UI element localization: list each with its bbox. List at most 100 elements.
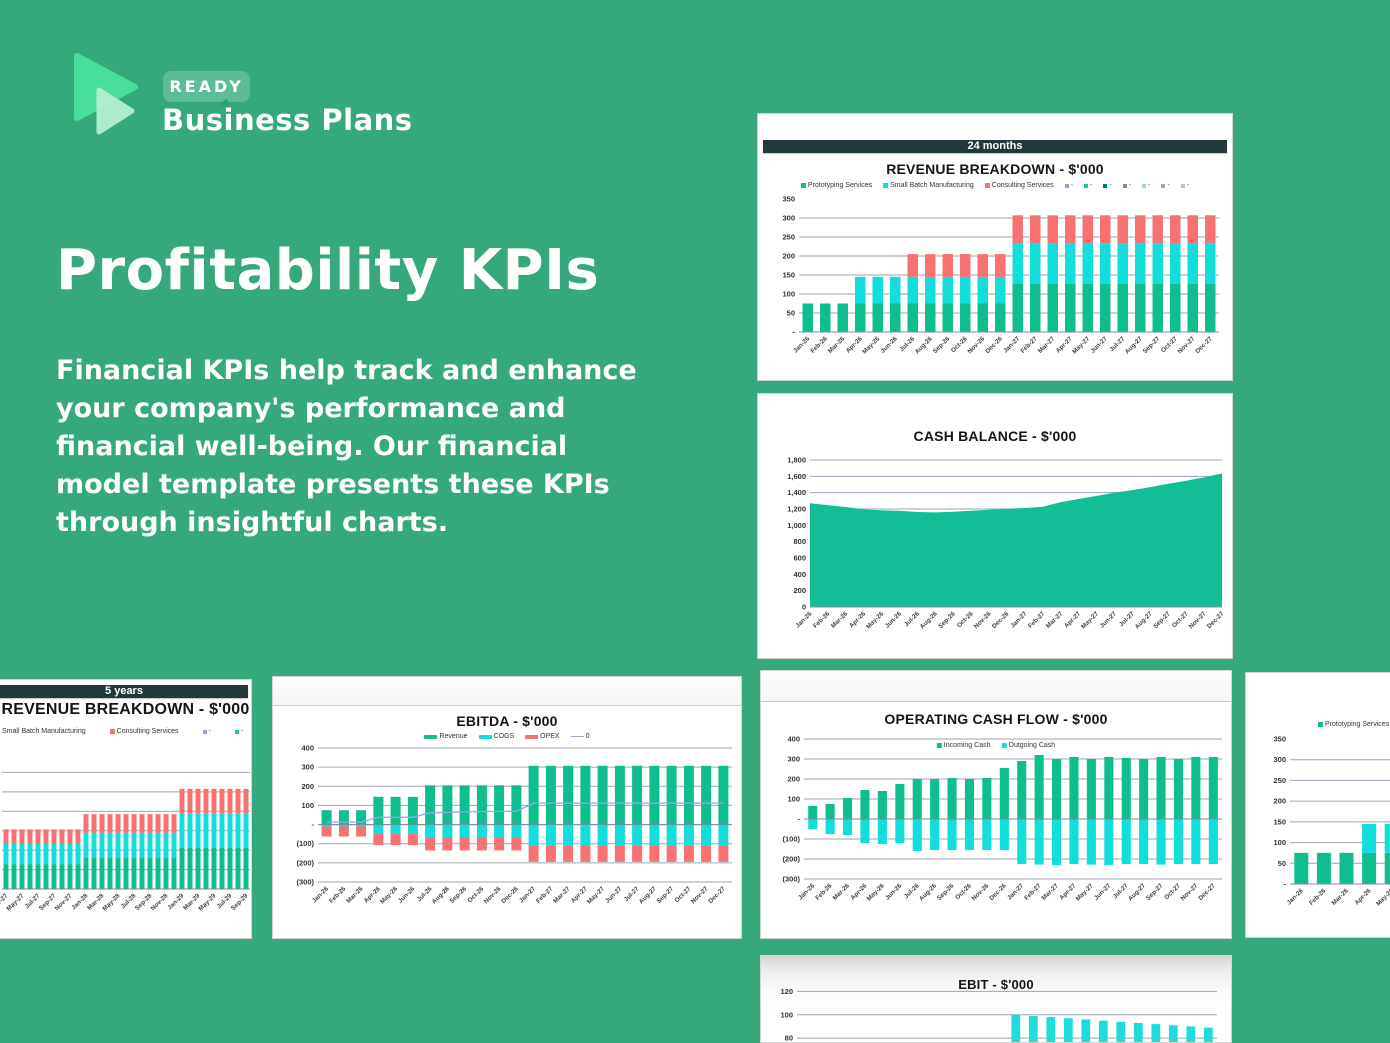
svg-text:Sep-27: Sep-27 [1142, 335, 1162, 355]
svg-text:May-26: May-26 [861, 335, 881, 355]
period-tag-5-years: 5 years [0, 685, 248, 698]
svg-text:1,600: 1,600 [787, 472, 806, 481]
svg-text:Jun-27: Jun-27 [604, 885, 624, 905]
period-tag-24-months: 24 months [763, 140, 1227, 153]
chart-title-revenue-5y: REVENUE BREAKDOWN - $'000 [1, 701, 250, 718]
card-top-strip [761, 671, 1231, 702]
svg-text:(100): (100) [296, 839, 314, 848]
legend-stub-item: - [1084, 182, 1092, 189]
svg-text:1,400: 1,400 [787, 488, 806, 497]
ebit-chart: 120 100 80 [780, 987, 1217, 1043]
svg-text:Nov-26: Nov-26 [973, 610, 993, 630]
svg-text:250: 250 [782, 233, 795, 242]
legend-item: Prototyping Services [1318, 721, 1389, 728]
svg-text:Dec-26: Dec-26 [991, 610, 1011, 630]
svg-text:Sep-26: Sep-26 [448, 885, 468, 905]
legend-ocf: Incoming Cash Outgoing Cash [928, 741, 1064, 750]
svg-text:Dec-27: Dec-27 [1197, 882, 1217, 902]
chart-title-cash-balance: CASH BALANCE - $'000 [913, 428, 1077, 444]
revenue-breakdown-5y-card: 5 years REVENUE BREAKDOWN - $'000 Small … [0, 679, 252, 939]
svg-text:Dec-26: Dec-26 [988, 882, 1008, 902]
svg-text:Jan-26: Jan-26 [792, 335, 811, 354]
legend-revenue-24m: Prototyping Services Small Batch Manufact… [758, 182, 1232, 189]
svg-text:Feb-27: Feb-27 [1019, 335, 1039, 355]
svg-text:May-27: May-27 [1075, 882, 1095, 902]
svg-text:250: 250 [1273, 776, 1286, 785]
legend-item: OPEX [525, 733, 560, 740]
svg-text:Mar-27: Mar-27 [1041, 882, 1061, 902]
svg-text:Mar-26: Mar-26 [827, 335, 847, 355]
svg-text:1,200: 1,200 [787, 505, 806, 514]
svg-text:Feb-27: Feb-27 [1027, 610, 1047, 630]
svg-text:Jun-26: Jun-26 [884, 882, 904, 902]
svg-text:Sep-27: Sep-27 [655, 885, 675, 905]
legend-stub-item: - [1142, 182, 1150, 189]
svg-text:Dec-27: Dec-27 [707, 885, 727, 905]
svg-text:Jan-26: Jan-26 [794, 610, 813, 629]
svg-text:Nov-27: Nov-27 [1180, 882, 1200, 902]
legend-item: Revenue [424, 733, 468, 740]
svg-text:Mar-27: Mar-27 [1037, 335, 1057, 355]
legend-stub-item: - [202, 728, 211, 735]
svg-text:300: 300 [301, 763, 314, 772]
svg-text:Jun-26: Jun-26 [879, 335, 899, 355]
svg-text:May-27: May-27 [586, 885, 606, 905]
svg-text:Feb-26: Feb-26 [812, 610, 832, 630]
svg-text:Jan-27: Jan-27 [518, 885, 537, 904]
svg-text:Jun-27: Jun-27 [1099, 610, 1119, 630]
cash-balance-card: CASH BALANCE - $'000 1,800 1,600 1,400 1,20… [757, 393, 1233, 659]
svg-text:Oct-26: Oct-26 [956, 610, 975, 629]
svg-text:Nov-26: Nov-26 [966, 335, 986, 355]
svg-text:Feb-27: Feb-27 [1023, 882, 1043, 902]
svg-text:Feb-26: Feb-26 [328, 885, 348, 905]
brand-dot-triangle-icon [219, 98, 229, 108]
legend-item: COGS [478, 733, 514, 740]
svg-text:Mar-26: Mar-26 [1331, 887, 1351, 907]
legend-revenue-right: Prototyping Services [1246, 721, 1390, 728]
svg-text:400: 400 [793, 570, 806, 579]
card-top-strip [273, 677, 741, 706]
legend-stub-item: - [1064, 182, 1073, 189]
legend-stub-item: - [1161, 182, 1170, 189]
svg-text:Oct-27: Oct-27 [1171, 610, 1190, 629]
legend-item: Incoming Cash [936, 742, 991, 749]
legend-item: Consulting Services [984, 182, 1054, 189]
svg-text:Jan-26: Jan-26 [311, 885, 330, 904]
ebitda-card: EBITDA - $'000 Revenue COGS OPEX 0 400 300 20… [272, 676, 742, 939]
svg-text:50: 50 [1278, 859, 1286, 868]
svg-text:May-27: May-27 [5, 892, 25, 912]
svg-text:400: 400 [787, 735, 800, 744]
svg-text:(300): (300) [782, 875, 800, 884]
legend-item: Small Batch Manufacturing [2, 728, 86, 735]
svg-text:Dec-27: Dec-27 [1194, 335, 1214, 355]
cash-balance-chart: 1,8001,6001,4001,2001,0008006004002000Ja… [787, 456, 1226, 631]
svg-text:100: 100 [780, 1010, 793, 1019]
svg-text:Mar-27: Mar-27 [0, 892, 10, 912]
svg-text:Aug-26: Aug-26 [918, 882, 938, 902]
svg-text:Nov-27: Nov-27 [690, 885, 710, 905]
chart-title-ocf: OPERATING CASH FLOW - $'000 [884, 711, 1108, 727]
svg-text:Mar-27: Mar-27 [1045, 610, 1065, 630]
svg-text:Jun-27: Jun-27 [1089, 335, 1109, 355]
svg-text:Jun-27: Jun-27 [1093, 882, 1113, 902]
svg-text:600: 600 [793, 554, 806, 563]
svg-text:Dec-26: Dec-26 [984, 335, 1004, 355]
svg-text:-: - [312, 820, 315, 829]
svg-text:Apr-26: Apr-26 [848, 610, 867, 629]
page-description: Financial KPIs help track and enhance yo… [56, 355, 637, 538]
svg-text:Aug-27: Aug-27 [1127, 882, 1147, 902]
svg-text:Nov-26: Nov-26 [971, 882, 991, 902]
svg-text:Sep-26: Sep-26 [937, 610, 957, 630]
svg-text:May-26: May-26 [865, 610, 885, 630]
svg-text:Aug-27: Aug-27 [1134, 610, 1154, 630]
svg-text:1,800: 1,800 [787, 456, 806, 465]
svg-text:Aug-27: Aug-27 [638, 885, 658, 905]
operating-cash-flow-chart: 400 300 200 100 - (100) (200) (300)Jan-26Feb-26… [782, 735, 1222, 903]
svg-text:0: 0 [802, 603, 806, 612]
svg-text:Aug-26: Aug-26 [914, 335, 934, 355]
revenue-breakdown-right-chart: 350 300 250 200 150 100 50 -Jan-26 Feb-26 Mar-26 A… [1273, 735, 1390, 908]
svg-text:80: 80 [785, 1034, 793, 1043]
svg-text:200: 200 [301, 782, 314, 791]
svg-text:350: 350 [782, 195, 795, 204]
